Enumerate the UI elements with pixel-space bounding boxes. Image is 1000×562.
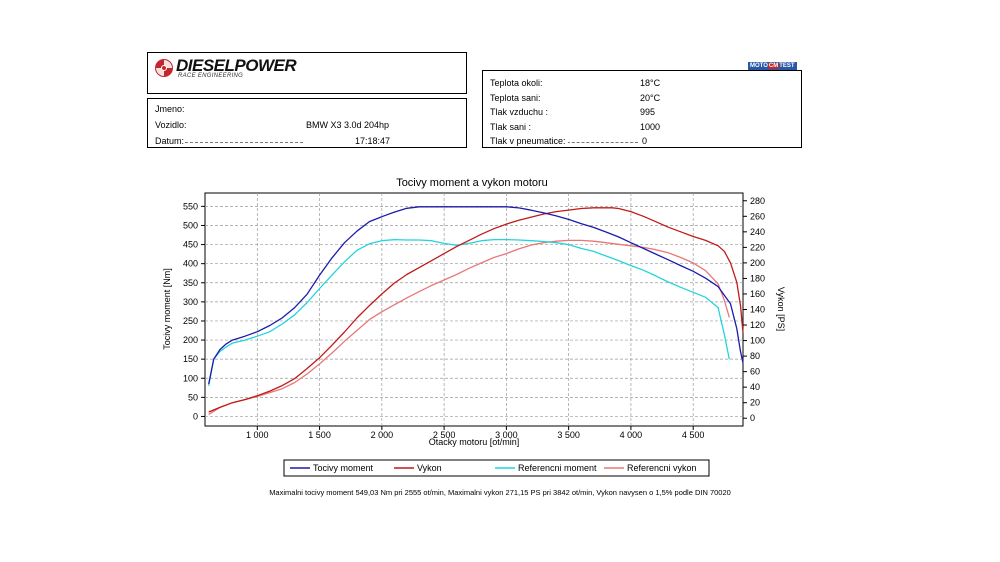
brand-logo: DIESELPOWER RACE ENGINEERING	[152, 56, 312, 86]
condition-value: 995	[640, 107, 656, 117]
conditions-box	[482, 70, 802, 148]
y-right-tick-label: 40	[750, 382, 760, 392]
y-axis-right-label: Vykon [PS]	[776, 287, 786, 331]
y-right-tick-label: 180	[750, 273, 765, 283]
y-left-tick-label: 150	[183, 354, 198, 364]
y-right-tick-label: 0	[750, 413, 755, 423]
legend: Tocivy moment Vykon Referencni moment Refer…	[290, 463, 697, 473]
y-right-tick-label: 280	[750, 196, 765, 206]
y-left-tick-label: 450	[183, 240, 198, 250]
legend-label: Tocivy moment	[313, 463, 374, 473]
y-right-tick-label: 220	[750, 242, 765, 252]
x-tick-label: 1 000	[246, 430, 269, 440]
y-left-tick-label: 400	[183, 259, 198, 269]
y-left-tick-label: 200	[183, 335, 198, 345]
legend-label: Referencni vykon	[627, 463, 697, 473]
y-left-tick-label: 350	[183, 278, 198, 288]
plot-area	[204, 192, 744, 427]
datum-label: Datum:	[155, 136, 187, 146]
brand-name: DIESELPOWER	[176, 56, 297, 75]
y-left-tick-label: 500	[183, 220, 198, 230]
datum-value: 17:18:47	[353, 136, 393, 146]
x-tick-label: 1 500	[308, 430, 331, 440]
vozidlo-value: BMW X3 3.0d 204hp	[306, 120, 390, 130]
y-left-tick-label: 550	[183, 201, 198, 211]
condition-label: Tlak sani :	[490, 121, 532, 132]
x-tick-label: 3 500	[557, 430, 580, 440]
datum-dash	[185, 142, 303, 143]
condition-label: Tlak vzduchu :	[490, 107, 549, 117]
y-right-tick-label: 20	[750, 398, 760, 408]
condition-value: 0	[640, 136, 650, 146]
series-line-referencni-moment	[208, 238, 730, 387]
y-right-tick-label: 100	[750, 336, 765, 346]
chart-title: Tocivy moment a vykon motoru	[396, 177, 548, 189]
series-line-referencni-vykon	[208, 239, 730, 415]
brand-box	[147, 52, 467, 94]
y-right-tick-label: 80	[750, 351, 760, 361]
series-line-tocivy-moment	[208, 206, 744, 385]
y-right-tick-label: 200	[750, 258, 765, 268]
y-right-tick-label: 260	[750, 211, 765, 221]
condition-label: Teplota sani:	[490, 92, 541, 103]
condition-value: 1000	[640, 121, 661, 132]
x-tick-label: 2 500	[433, 430, 456, 440]
y-left-tick-label: 300	[183, 297, 198, 307]
x-tick-label: 3 000	[495, 430, 518, 440]
condition-label: Teplota okoli:	[490, 78, 543, 88]
vehicle-info-box	[147, 98, 467, 148]
x-tick-label: 4 000	[620, 430, 643, 440]
turbo-logo-icon	[155, 59, 173, 77]
y-left-tick-label: 50	[188, 392, 198, 402]
x-tick-label: 2 000	[371, 430, 394, 440]
brand-subtitle: RACE ENGINEERING	[178, 73, 244, 79]
legend-label: Referencni moment	[518, 463, 597, 473]
grid-lines	[205, 193, 743, 426]
y-right-tick-label: 140	[750, 305, 765, 315]
series-line-vykon	[208, 207, 744, 413]
moto-test-badge: MOTOCMTEST	[748, 62, 797, 70]
y-left-tick-label: 100	[183, 373, 198, 383]
y-axis-left-label: Tocivy moment [Nm]	[162, 268, 172, 350]
condition-value: 20°C	[640, 92, 661, 103]
x-tick-label: 4 500	[682, 430, 705, 440]
y-left-tick-label: 0	[193, 411, 198, 421]
legend-label: Vykon	[417, 463, 442, 473]
y-left-tick-label: 250	[183, 316, 198, 326]
y-right-tick-label: 120	[750, 320, 765, 330]
conditions-dash	[562, 142, 638, 143]
axis-ticks: 1 000 1 500 2 000 2 500 3 000 3 500 4 000 4 500…	[183, 196, 765, 440]
condition-label: Tlak v pneumatice:	[490, 136, 568, 146]
vozidlo-label: Vozidlo:	[155, 120, 187, 130]
series-lines	[208, 206, 744, 415]
summary-footer: Maximalni tocivy moment 549,03 Nm pri 25…	[269, 488, 731, 497]
x-axis-label: Otacky motoru [ot/min]	[429, 437, 520, 447]
condition-value: 18°C	[640, 78, 661, 88]
jmeno-label: Jmeno:	[155, 104, 185, 114]
y-right-tick-label: 60	[750, 367, 760, 377]
y-right-tick-label: 160	[750, 289, 765, 299]
y-right-tick-label: 240	[750, 227, 765, 237]
